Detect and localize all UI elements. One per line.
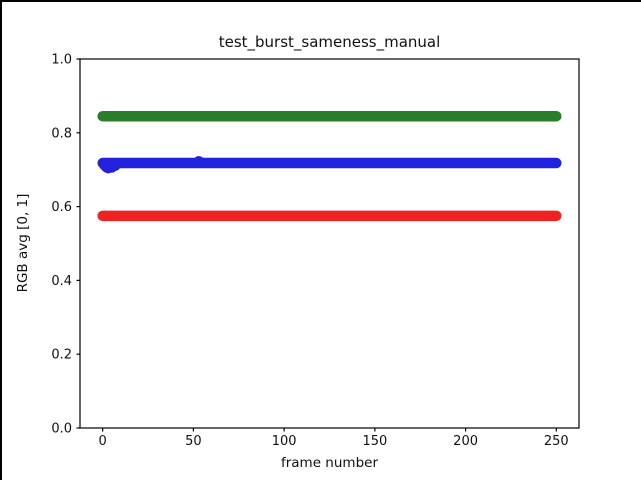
y-tick-label: 0.2 [51, 348, 72, 363]
y-tick-label: 1.0 [51, 53, 72, 68]
y-tick-label: 0.4 [51, 274, 72, 289]
x-axis-label: frame number [280, 455, 378, 471]
x-tick-label: 0 [99, 434, 107, 449]
y-tick-label: 0.8 [51, 126, 72, 141]
chart-title: test_burst_sameness_manual [218, 33, 441, 51]
y-tick-label: 0.0 [51, 422, 72, 437]
x-tick-label: 250 [544, 434, 569, 449]
y-axis-label: RGB avg [0, 1] [15, 193, 31, 293]
x-tick-label: 200 [453, 434, 478, 449]
axes-spines [79, 58, 580, 429]
x-tick-label: 50 [185, 434, 202, 449]
x-tick-label: 150 [362, 434, 387, 449]
x-tick-label: 100 [272, 434, 297, 449]
y-tick-label: 0.6 [51, 200, 72, 215]
